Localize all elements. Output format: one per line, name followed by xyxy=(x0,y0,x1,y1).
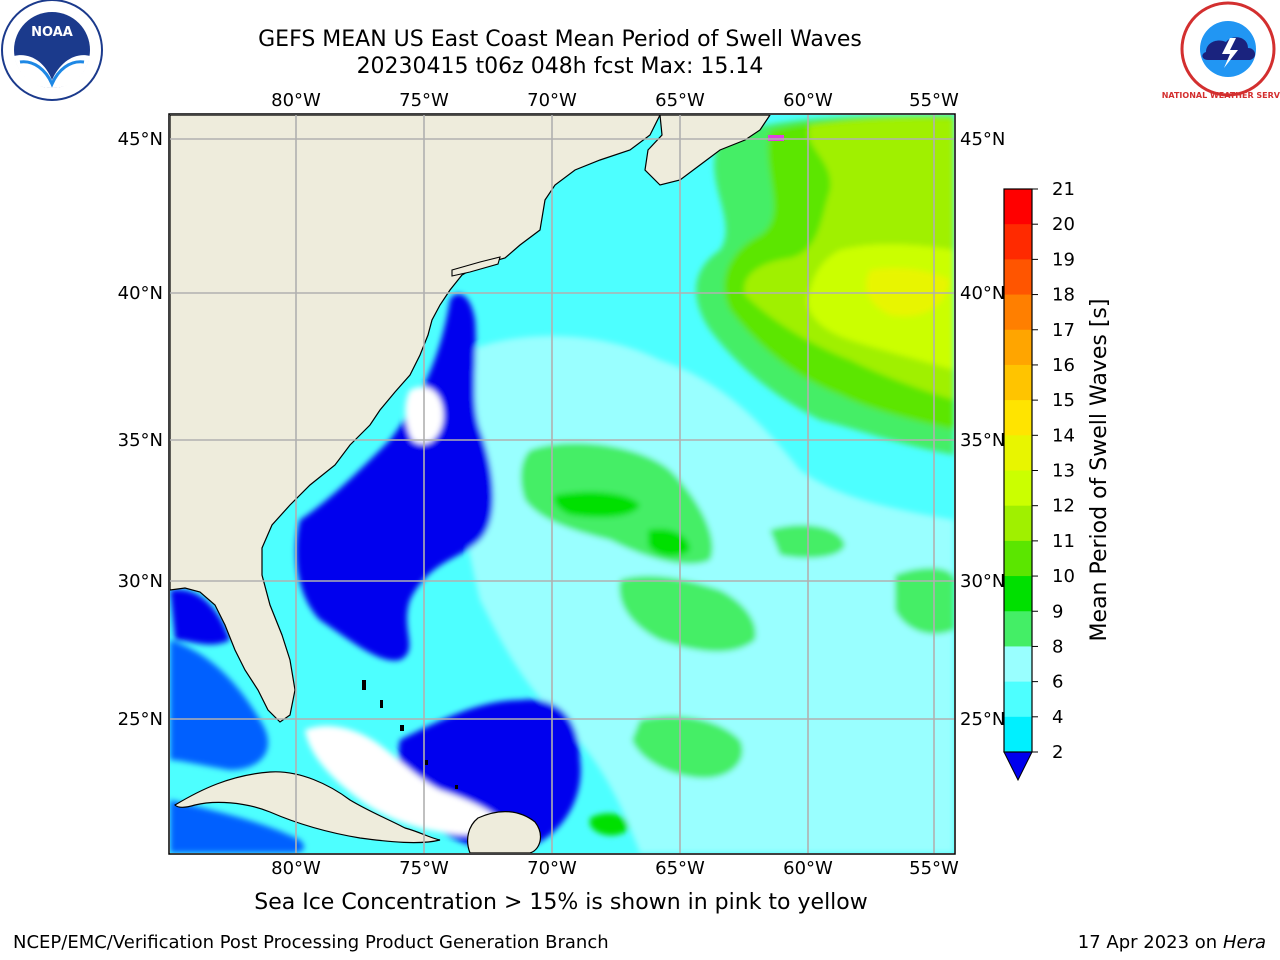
colorbar-block xyxy=(1004,364,1032,401)
map-panel xyxy=(170,115,954,853)
lat-labels-right: 45°N 40°N 35°N 30°N 25°N xyxy=(960,129,1005,730)
lon-label: 65°W xyxy=(655,858,705,879)
lat-label: 45°N xyxy=(118,129,163,150)
land-long-island xyxy=(451,256,501,277)
lon-labels-top: 80°W 75°W 70°W 65°W 60°W 55°W xyxy=(271,90,959,111)
nws-logo: NATIONAL WEATHER SERVICE xyxy=(1162,1,1280,100)
colorbar-extend-arrow xyxy=(1003,751,1033,782)
colorbar-tick-label: 6 xyxy=(1052,672,1063,693)
swell-region-4to6-coast xyxy=(296,294,494,661)
colorbar-tick-label: 9 xyxy=(1052,601,1063,622)
lon-label: 75°W xyxy=(399,858,449,879)
colorbar-block xyxy=(1004,400,1032,436)
svg-text:NOAA: NOAA xyxy=(31,25,73,40)
colorbar-tick-label: 11 xyxy=(1052,531,1075,552)
footer-date-text: 17 Apr 2023 on xyxy=(1077,932,1218,953)
swell-region-4to6-gulf xyxy=(170,589,230,645)
colorbar-tick-label: 10 xyxy=(1052,566,1075,587)
swell-region-6to8-gulf xyxy=(170,640,269,770)
lon-label: 55°W xyxy=(909,858,959,879)
sea-ice-note: Sea Ice Concentration > 15% is shown in … xyxy=(254,890,868,915)
lon-label: 60°W xyxy=(783,858,833,879)
colorbar-block xyxy=(1004,294,1032,331)
colorbar-block xyxy=(1004,576,1032,612)
colorbar-block xyxy=(1004,329,1032,366)
lat-label: 35°N xyxy=(118,430,163,451)
lon-label: 80°W xyxy=(271,858,321,879)
colorbar-block xyxy=(1004,611,1032,647)
colorbar-block xyxy=(1004,189,1032,225)
colorbar-tick-label: 21 xyxy=(1052,179,1075,200)
colorbar-ticks: 21 20 19 18 17 16 15 14 13 12 11 10 9 8 6 4 2 xyxy=(1032,179,1075,763)
swell-region-north-14to15 xyxy=(866,268,950,317)
colorbar-tick-label: 4 xyxy=(1052,707,1063,728)
colorbar-tick-label: 2 xyxy=(1052,742,1063,763)
swell-region-9to10-e xyxy=(895,568,954,634)
land-north-america xyxy=(170,115,661,723)
swell-region-10to11-c xyxy=(590,813,629,836)
land-cuba xyxy=(174,771,441,844)
lon-label: 65°W xyxy=(655,90,705,111)
colorbar-tick-label: 15 xyxy=(1052,390,1075,411)
footer-host: Hera xyxy=(1222,932,1266,953)
lon-label: 70°W xyxy=(527,90,577,111)
colorbar: 21 20 19 18 17 16 15 14 13 12 11 10 9 8 6 4 2 Mean Perio… xyxy=(1003,179,1112,782)
colorbar-block xyxy=(1004,470,1032,507)
colorbar-block xyxy=(1004,259,1032,296)
swell-region-10to11 xyxy=(554,491,640,518)
lon-label: 55°W xyxy=(909,90,959,111)
colorbar-tick-label: 12 xyxy=(1052,496,1075,517)
page-subtitle: 20230415 t06z 048h fcst Max: 15.14 xyxy=(356,54,764,79)
land-bahamas xyxy=(362,680,458,789)
lat-label: 40°N xyxy=(960,283,1005,304)
colorbar-tick-label: 19 xyxy=(1052,249,1075,270)
lon-labels-bottom: 80°W 75°W 70°W 65°W 60°W 55°W xyxy=(271,858,959,879)
land-nova-scotia xyxy=(644,115,771,186)
lat-label: 30°N xyxy=(960,571,1005,592)
colorbar-block xyxy=(1004,646,1032,683)
swell-region-9to10-c xyxy=(632,716,743,779)
map-frame xyxy=(168,113,956,855)
lat-labels-left: 45°N 40°N 35°N 30°N 25°N xyxy=(118,129,163,730)
colorbar-block xyxy=(1004,716,1032,753)
swell-region-calm-bahamas xyxy=(305,725,500,835)
colorbar-block xyxy=(1004,505,1032,542)
lon-label: 60°W xyxy=(783,90,833,111)
footer-credit: NCEP/EMC/Verification Post Processing Pr… xyxy=(13,932,609,953)
colorbar-blocks xyxy=(1004,189,1032,753)
page-title: GEFS MEAN US East Coast Mean Period of S… xyxy=(258,27,862,52)
colorbar-label: Mean Period of Swell Waves [s] xyxy=(1087,299,1112,642)
lat-label: 35°N xyxy=(960,430,1005,451)
colorbar-tick-label: 20 xyxy=(1052,214,1075,235)
lon-label: 80°W xyxy=(271,90,321,111)
colorbar-block xyxy=(1004,540,1032,577)
noaa-logo: NOAA xyxy=(1,0,103,101)
footer-date: 17 Apr 2023 on Hera xyxy=(1078,932,1266,953)
lat-label: 25°N xyxy=(960,709,1005,730)
colorbar-block xyxy=(1004,224,1032,260)
lon-label: 70°W xyxy=(527,858,577,879)
graticule xyxy=(170,115,954,853)
colorbar-tick-label: 17 xyxy=(1052,320,1075,341)
svg-text:NATIONAL WEATHER SERVICE: NATIONAL WEATHER SERVICE xyxy=(1162,91,1280,100)
colorbar-block xyxy=(1004,435,1032,471)
colorbar-tick-label: 18 xyxy=(1052,285,1075,306)
colorbar-block xyxy=(1004,681,1032,718)
colorbar-tick-label: 8 xyxy=(1052,636,1063,657)
sea-ice-marker xyxy=(768,135,784,141)
swell-region-6to8-bottom xyxy=(170,800,305,853)
lat-label: 40°N xyxy=(118,283,163,304)
lat-label: 45°N xyxy=(960,129,1005,150)
swell-region-9to10-b xyxy=(619,575,756,652)
lat-label: 30°N xyxy=(118,571,163,592)
colorbar-tick-label: 14 xyxy=(1052,425,1075,446)
land-hispaniola xyxy=(467,811,542,853)
lat-label: 25°N xyxy=(118,709,163,730)
colorbar-tick-label: 16 xyxy=(1052,355,1075,376)
colorbar-tick-label: 13 xyxy=(1052,461,1075,482)
lon-label: 75°W xyxy=(399,90,449,111)
